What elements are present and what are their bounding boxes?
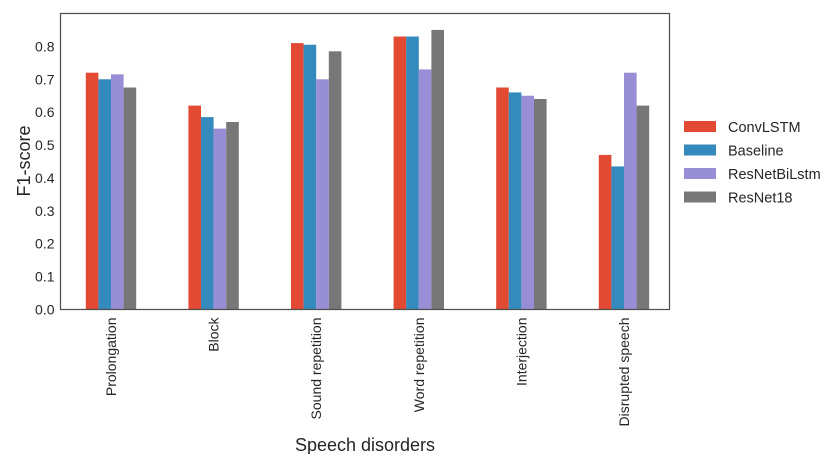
bar-resnet18-word-repetition: [431, 29, 444, 310]
bar-resnetbilstm-word-repetition: [418, 69, 432, 310]
bar-resnet18-block: [226, 122, 239, 310]
bar-baseline-prolongation: [98, 79, 111, 310]
bar-baseline-interjection: [508, 92, 522, 310]
bar-convlstm-word-repetition: [393, 36, 407, 310]
y-axis: 0.0 0.1 0.2 0.3 0.4 0.5 0.6 0.7 0.8: [35, 38, 55, 317]
bar-resnetbilstm-sound-repetition: [316, 79, 329, 310]
y-tick-label: 0.5: [35, 137, 55, 153]
y-tick-label: 0.6: [35, 104, 55, 120]
y-axis-title: F1-score: [14, 125, 34, 196]
bar-resnet18-sound-repetition: [328, 51, 342, 310]
bar-baseline-word-repetition: [406, 36, 419, 310]
y-tick-label: 0.8: [35, 38, 55, 54]
bar-convlstm-sound-repetition: [291, 43, 304, 310]
bar-convlstm-disrupted-speech: [598, 154, 612, 310]
y-tick-label: 0.3: [35, 203, 55, 219]
y-tick-label: 0.7: [35, 71, 55, 87]
bar-baseline-block: [201, 117, 214, 310]
bar-resnetbilstm-block: [213, 128, 227, 310]
bar-resnet18-disrupted-speech: [636, 105, 650, 310]
x-axis: Prolongation Block Sound repetition Word re…: [103, 317, 632, 427]
legend-swatch-resnetbilstm: [684, 168, 716, 179]
bar-baseline-sound-repetition: [303, 44, 317, 310]
bar-resnet18-prolongation: [123, 87, 137, 310]
bar-resnet18-interjection: [534, 99, 547, 310]
legend-label-baseline: Baseline: [728, 144, 784, 160]
y-tick-label: 0.4: [35, 170, 55, 186]
bars-layer: [85, 29, 650, 310]
y-tick-label: 0.1: [35, 269, 55, 285]
bar-resnetbilstm-disrupted-speech: [624, 72, 637, 310]
x-tick-label: Prolongation: [103, 318, 119, 397]
bar-convlstm-block: [188, 105, 201, 310]
legend-swatch-resnet18: [684, 191, 716, 203]
plot-frame: [59, 12, 671, 311]
bar-resnetbilstm-interjection: [521, 95, 534, 310]
legend-label-resnet18: ResNet18: [728, 191, 792, 207]
bar-baseline-disrupted-speech: [611, 166, 624, 310]
y-tick-label: 0.2: [35, 236, 55, 252]
legend-label-resnetbilstm: ResNetBiLstm: [728, 167, 821, 183]
x-axis-title: Speech disorders: [295, 435, 435, 454]
legend-label-convlstm: ConvLSTM: [728, 120, 801, 136]
x-tick-label: Disrupted speech: [616, 318, 632, 427]
bar-convlstm-interjection: [496, 87, 509, 310]
legend-swatch-convlstm: [684, 121, 716, 132]
legend-swatch-baseline: [684, 144, 716, 156]
bar-convlstm-prolongation: [85, 72, 99, 310]
x-tick-label: Word repetition: [411, 318, 427, 413]
x-tick-label: Sound repetition: [308, 318, 324, 420]
bar-resnetbilstm-prolongation: [111, 74, 124, 310]
x-tick-label: Block: [206, 317, 222, 352]
y-tick-label: 0.0: [35, 302, 55, 318]
legend: ConvLSTM Baseline ResNetBiLstm ResNet18: [684, 120, 821, 207]
x-tick-label: Interjection: [513, 318, 529, 386]
